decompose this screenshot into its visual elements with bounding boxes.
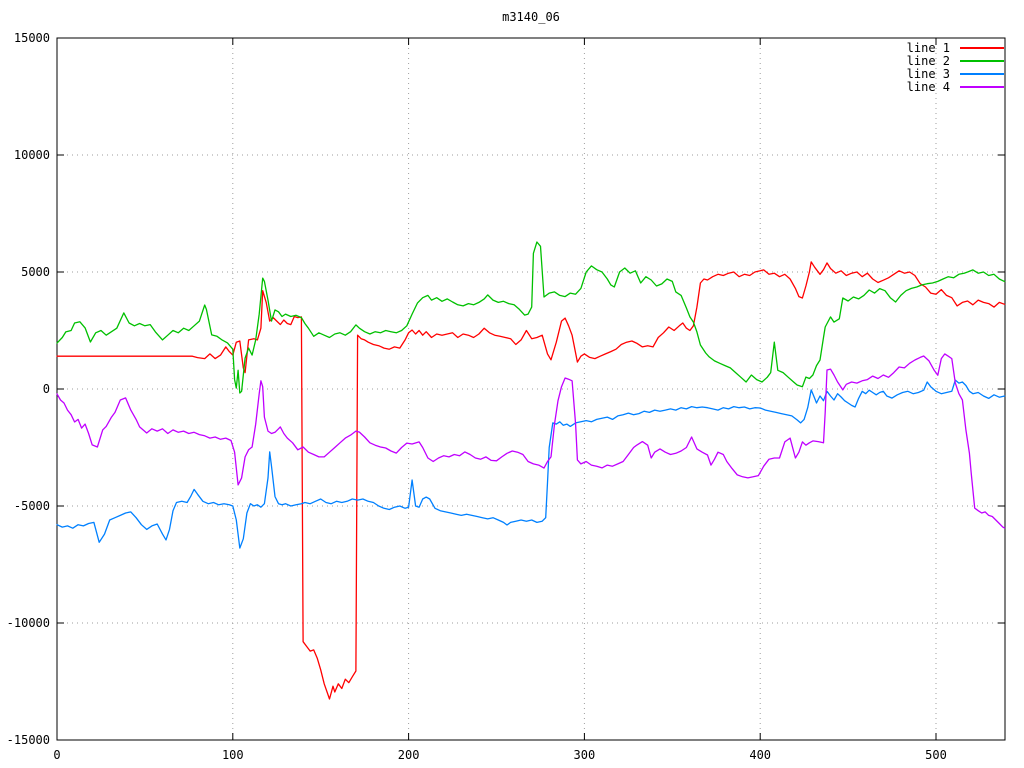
legend-item: line 2 — [906, 53, 1004, 68]
legend-item: line 4 — [906, 79, 1004, 94]
y-tick-label: 15000 — [13, 31, 50, 45]
x-tick-label: 200 — [397, 748, 420, 762]
y-tick-label: 5000 — [21, 265, 50, 279]
legend-line-sample — [960, 59, 1004, 62]
x-tick-label: 100 — [221, 748, 244, 762]
y-tick-label: 10000 — [13, 148, 50, 162]
y-tick-label: 0 — [42, 382, 50, 396]
y-tick-label: -15000 — [6, 733, 50, 747]
legend-item: line 1 — [906, 40, 1004, 55]
legend-label: line 2 — [906, 53, 950, 68]
legend-line-sample — [960, 85, 1004, 88]
legend-label: line 3 — [906, 66, 950, 81]
legend-line-sample — [960, 46, 1004, 49]
x-tick-label: 300 — [573, 748, 596, 762]
legend-line-sample — [960, 72, 1004, 75]
x-tick-label: 0 — [53, 748, 61, 762]
legend-label: line 4 — [906, 79, 950, 94]
x-tick-label: 500 — [925, 748, 947, 762]
y-tick-label: -10000 — [6, 616, 50, 630]
y-tick-label: -5000 — [13, 499, 50, 513]
x-tick-label: 400 — [749, 748, 772, 762]
legend-item: line 3 — [906, 66, 1004, 81]
legend-label: line 1 — [906, 40, 950, 55]
legend: line 1 line 2 line 3 line 4 — [906, 40, 1004, 94]
chart-title: m3140_06 — [502, 10, 560, 24]
